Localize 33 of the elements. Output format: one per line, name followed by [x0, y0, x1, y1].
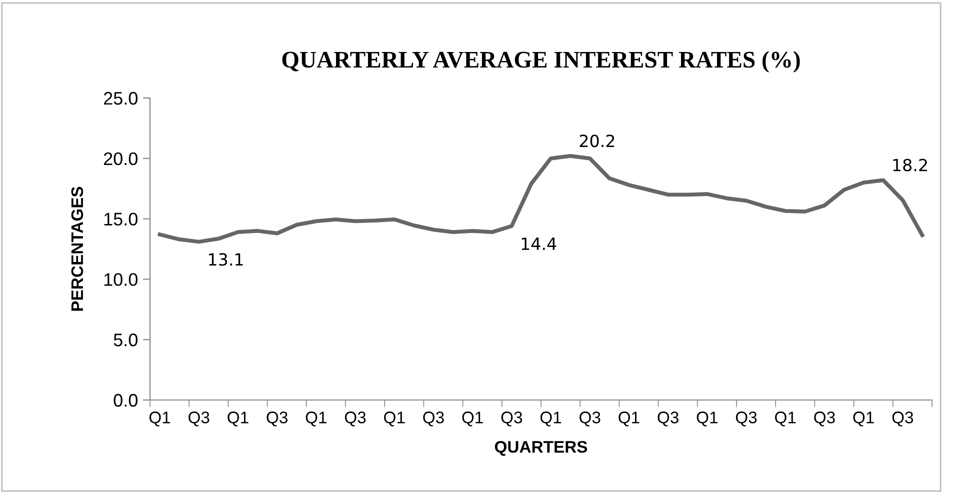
y-axis-title: PERCENTAGES [71, 186, 84, 311]
x-tick-label: Q1 [384, 412, 405, 426]
x-tick-label: Q1 [149, 412, 170, 426]
x-tick-label: Q1 [462, 412, 483, 426]
y-tick-label: 0.0 [114, 394, 138, 407]
x-tick-label: Q3 [814, 412, 835, 426]
x-tick-label: Q1 [775, 412, 796, 426]
y-tick-label: 25.0 [104, 92, 138, 105]
x-tick-label: Q1 [540, 412, 562, 426]
data-label: 14.4 [522, 238, 556, 250]
data-label: 18.2 [893, 158, 927, 172]
x-tick-label: Q1 [853, 412, 874, 426]
y-tick-label: 10.0 [104, 273, 138, 286]
y-tick-label: 20.0 [104, 152, 138, 166]
x-tick-label: Q1 [228, 412, 248, 426]
x-axis-title: QUARTERS [494, 440, 588, 456]
y-tick-label: 5.0 [114, 334, 138, 346]
x-tick-label: Q3 [188, 412, 210, 426]
x-tick-label: Q3 [344, 412, 366, 426]
x-tick-label: Q3 [580, 412, 600, 426]
x-tick-label: Q3 [501, 412, 522, 426]
data-label: 13.1 [209, 253, 243, 266]
x-tick-label: Q1 [618, 412, 640, 426]
x-tick-label: Q3 [658, 412, 678, 426]
x-tick-label: Q3 [736, 412, 757, 426]
x-tick-label: Q3 [266, 412, 288, 426]
x-tick-label: Q3 [423, 412, 444, 426]
x-tick-label: Q3 [892, 412, 914, 426]
y-tick-label: 15.0 [104, 212, 138, 226]
chart-title: QUARTERLY AVERAGE INTEREST RATES (%) [282, 51, 800, 72]
data-label: 20.2 [580, 134, 614, 148]
x-tick-label: Q1 [306, 412, 326, 426]
x-tick-label: Q1 [696, 412, 718, 426]
